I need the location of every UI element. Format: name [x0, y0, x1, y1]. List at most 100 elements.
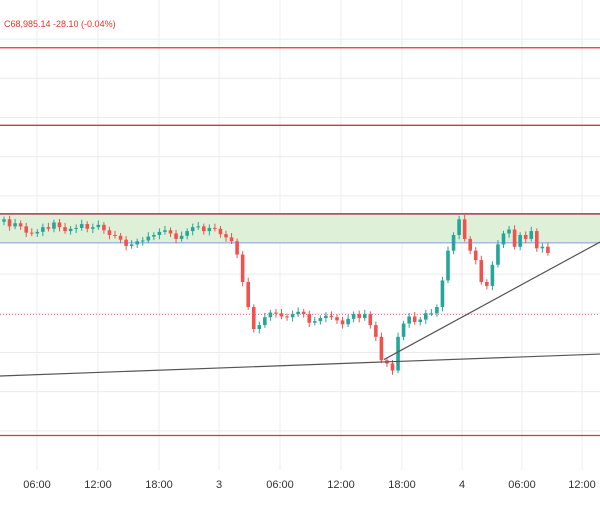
candle [2, 216, 6, 226]
candle [535, 228, 539, 252]
candle [368, 311, 373, 329]
candle-body [546, 246, 550, 254]
candle [168, 227, 173, 237]
candle-body [390, 363, 395, 371]
x-tick-label: 06:00 [23, 479, 51, 491]
candle [79, 219, 84, 231]
candle-body [57, 222, 62, 228]
candle [7, 215, 12, 231]
candle-body [351, 314, 356, 319]
candle-body [240, 254, 245, 282]
candle [462, 215, 467, 242]
candle [174, 229, 178, 244]
candle-body [41, 227, 45, 232]
x-axis: 06:00 12:00 18:00 3 06:00 12:00 18:00 4 06:00 12:… [23, 479, 596, 491]
x-tick-label: 3 [216, 479, 222, 491]
candle [185, 228, 189, 240]
candle [435, 304, 439, 317]
candle-body [307, 314, 312, 323]
candle-body [246, 282, 250, 308]
candle [68, 225, 73, 235]
candle [507, 225, 511, 238]
candle-body [163, 230, 167, 232]
candle-body [468, 238, 472, 251]
candle-body [268, 312, 273, 318]
candle [457, 215, 461, 240]
candle [329, 311, 334, 320]
candle-body [507, 229, 511, 234]
candle [140, 236, 145, 246]
candle-body [446, 250, 450, 281]
candle-body [213, 227, 217, 229]
candle-body [152, 235, 156, 237]
candle-body [335, 317, 339, 321]
candle [52, 219, 56, 233]
candle [335, 314, 339, 324]
x-tick-label: 06:00 [266, 479, 294, 491]
x-tick-label: 12:00 [568, 479, 596, 491]
candle-body [501, 233, 506, 245]
candle [257, 321, 262, 334]
resistance-zone [0, 213, 600, 243]
candle-body [118, 235, 123, 240]
chart-grid [0, 0, 600, 470]
x-tick-label: 18:00 [145, 479, 173, 491]
trendlines [0, 241, 600, 377]
candle-body [512, 229, 517, 247]
x-tick-label: 12:00 [84, 479, 112, 491]
candle-body [518, 235, 522, 247]
candle [202, 223, 206, 235]
candle-body [96, 224, 101, 228]
candle-body [174, 233, 178, 239]
candle-body [496, 244, 500, 265]
candle-body [102, 224, 106, 231]
candle-body [290, 314, 295, 318]
candle [301, 309, 306, 318]
candle [290, 310, 295, 322]
candle-body [13, 223, 17, 227]
candle-body [473, 250, 478, 261]
candle-body [68, 228, 73, 232]
candle [379, 332, 384, 364]
candle [124, 236, 128, 251]
candle-body [129, 244, 134, 246]
candle-body [324, 315, 328, 319]
candle [35, 229, 40, 237]
candle-body [407, 316, 411, 324]
candle-body [7, 219, 12, 227]
candle [179, 231, 184, 242]
candle [85, 221, 90, 233]
candle [285, 313, 289, 321]
candle [129, 240, 134, 249]
candle [523, 231, 528, 244]
candle [307, 310, 312, 328]
candle-body [113, 235, 117, 236]
candle [362, 309, 367, 321]
candle [313, 316, 317, 326]
candle-body [435, 307, 439, 314]
candle [18, 220, 23, 230]
candle [418, 316, 423, 326]
candle [374, 321, 378, 342]
candle [235, 238, 239, 259]
candle [451, 232, 456, 255]
candle [296, 307, 300, 317]
ohlc-readout: C68,985.14 -28.10 (-0.04%) [4, 19, 116, 29]
candle-body [140, 240, 145, 242]
candle-body [79, 224, 84, 228]
candle [24, 222, 28, 237]
candle [324, 312, 328, 323]
candle [91, 223, 95, 234]
candle-body [251, 307, 256, 329]
candle [540, 243, 545, 253]
candle [479, 255, 484, 285]
candle-body [135, 241, 139, 245]
candle [407, 312, 411, 328]
candle [41, 223, 45, 237]
candle [396, 332, 400, 374]
candle [63, 222, 67, 234]
candle [152, 232, 156, 241]
candle [157, 228, 162, 240]
candle [251, 304, 256, 333]
